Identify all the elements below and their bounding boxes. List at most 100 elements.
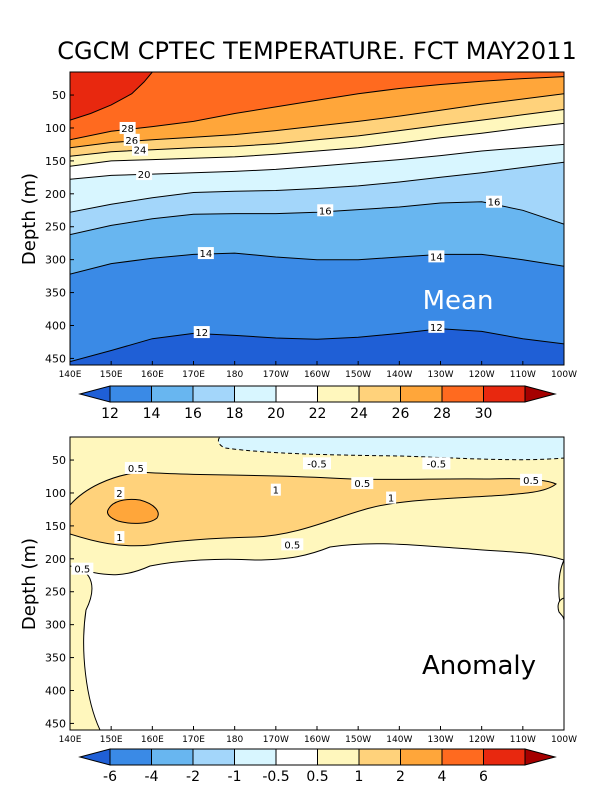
x-tick-label: 140W bbox=[386, 735, 412, 745]
contour-label: 12 bbox=[195, 328, 208, 339]
x-tick-label: 140E bbox=[59, 370, 82, 380]
colorbar-swatch bbox=[358, 748, 401, 766]
colorbar-swatch bbox=[400, 748, 443, 766]
colorbar-label: 26 bbox=[392, 406, 410, 422]
contour-label-box bbox=[136, 168, 153, 181]
colorbar-label: -2 bbox=[186, 769, 200, 785]
anomaly-plus1-region bbox=[70, 471, 557, 547]
contour-label-box bbox=[131, 143, 148, 156]
contour-label: 2 bbox=[116, 489, 122, 500]
x-tick-label: 170W bbox=[263, 370, 289, 380]
contour-label: 12 bbox=[430, 323, 443, 334]
x-tick-label: 180 bbox=[226, 370, 243, 380]
mean-ylabel: Depth (m) bbox=[19, 173, 40, 265]
x-tick-label: 130W bbox=[427, 370, 453, 380]
anomaly-y-axis: 50 100 150 200 250 300 350 400 450 bbox=[45, 454, 74, 730]
colorbar-label: -6 bbox=[103, 769, 117, 785]
colorbar-label: 4 bbox=[438, 769, 447, 785]
contour-label-box bbox=[114, 531, 125, 544]
x-tick-label: 170E bbox=[182, 735, 205, 745]
x-tick-label: 110W bbox=[510, 735, 536, 745]
y-tick-label: 450 bbox=[45, 352, 66, 365]
colorbar-label: 18 bbox=[226, 406, 244, 422]
contour-label-box bbox=[114, 486, 125, 499]
colorbar-label: 12 bbox=[101, 406, 119, 422]
colorbar-swatch bbox=[234, 385, 277, 403]
contour-label-box bbox=[270, 483, 281, 496]
colorbar-label: 1 bbox=[355, 769, 364, 785]
x-tick-label: 110W bbox=[510, 370, 536, 380]
x-tick-label: 150E bbox=[100, 735, 123, 745]
colorbar-low-arrow bbox=[78, 748, 111, 766]
colorbar-swatch bbox=[400, 385, 443, 403]
isoline-12 bbox=[70, 328, 564, 363]
colorbar-swatch bbox=[441, 385, 484, 403]
y-tick-label: 50 bbox=[52, 454, 66, 467]
colorbar-label: -0.5 bbox=[262, 769, 289, 785]
contour-label: 0.5 bbox=[284, 540, 300, 551]
isoline-14 bbox=[70, 252, 564, 275]
contour-label-box bbox=[386, 491, 397, 504]
y-tick-label: 400 bbox=[45, 319, 66, 332]
y-tick-label: 300 bbox=[45, 254, 66, 267]
colorbar-swatch bbox=[275, 748, 318, 766]
y-tick-label: 400 bbox=[45, 684, 66, 697]
anomaly-x-axis: 140E 150E 160E 170E 180 170W 160W 150W 140W 130W 1… bbox=[59, 726, 577, 745]
y-tick-label: 450 bbox=[45, 717, 66, 730]
y-tick-label: 150 bbox=[45, 520, 66, 533]
y-tick-label: 50 bbox=[52, 89, 66, 102]
colorbar-label: 2 bbox=[396, 769, 405, 785]
anomaly-colorbar: -6 -4 -2 -1 -0.5 0.5 1 2 4 6 bbox=[78, 748, 557, 785]
x-tick-label: 100W bbox=[551, 735, 577, 745]
x-tick-label: 170E bbox=[182, 370, 205, 380]
contour-label: 16 bbox=[319, 206, 332, 217]
contour-label: 28 bbox=[121, 124, 134, 135]
colorbar-swatch bbox=[109, 748, 152, 766]
colorbar-label: 6 bbox=[479, 769, 488, 785]
isoline-22 bbox=[70, 122, 564, 167]
contour-label-box bbox=[428, 320, 445, 333]
colorbar-label: 14 bbox=[143, 406, 161, 422]
x-tick-label: 150W bbox=[345, 735, 371, 745]
colorbar-label: 0.5 bbox=[306, 769, 328, 785]
colorbar-swatch bbox=[275, 385, 318, 403]
mean-y-axis: 50 100 150 200 250 300 350 400 450 bbox=[45, 89, 74, 365]
y-tick-label: 350 bbox=[45, 652, 66, 665]
contour-label-box bbox=[428, 250, 445, 263]
contour-label-box bbox=[351, 477, 374, 490]
isoline-24 bbox=[70, 109, 564, 157]
colorbar-swatch bbox=[317, 385, 360, 403]
x-tick-label: 140W bbox=[386, 370, 412, 380]
contour-label-box bbox=[303, 457, 331, 470]
x-tick-label: 100W bbox=[551, 370, 577, 380]
anomaly-edge-region bbox=[557, 597, 564, 619]
colorbar-swatch bbox=[234, 748, 277, 766]
x-tick-label: 160W bbox=[304, 370, 330, 380]
colorbar-swatch bbox=[358, 385, 401, 403]
colorbar-swatch bbox=[317, 748, 360, 766]
x-tick-label: 140E bbox=[59, 735, 82, 745]
colorbar-label: 16 bbox=[184, 406, 202, 422]
anomaly-contour-fill bbox=[70, 437, 564, 730]
colorbar-swatch bbox=[483, 748, 526, 766]
contour-label: 0.5 bbox=[523, 476, 539, 487]
y-tick-label: 250 bbox=[45, 586, 66, 599]
colorbar-label: 22 bbox=[309, 406, 327, 422]
anomaly-ylabel: Depth (m) bbox=[19, 538, 40, 630]
contour-label: 16 bbox=[488, 198, 501, 209]
y-tick-label: 100 bbox=[45, 487, 66, 500]
contour-label-box bbox=[193, 326, 210, 339]
colorbar-label: -4 bbox=[145, 769, 159, 785]
colorbar-swatch bbox=[192, 748, 235, 766]
contour-label: 14 bbox=[199, 249, 212, 260]
contour-label-box bbox=[71, 562, 94, 575]
isoline-30 bbox=[70, 72, 153, 121]
colorbar-swatch bbox=[151, 748, 194, 766]
contour-label: 26 bbox=[125, 136, 138, 147]
contour-label: -0.5 bbox=[307, 459, 327, 470]
y-tick-label: 300 bbox=[45, 619, 66, 632]
anomaly-negative-region bbox=[217, 437, 564, 461]
mean-colorbar: 12 14 16 18 20 22 24 26 28 30 bbox=[78, 385, 557, 422]
isoline-16 bbox=[70, 201, 564, 236]
